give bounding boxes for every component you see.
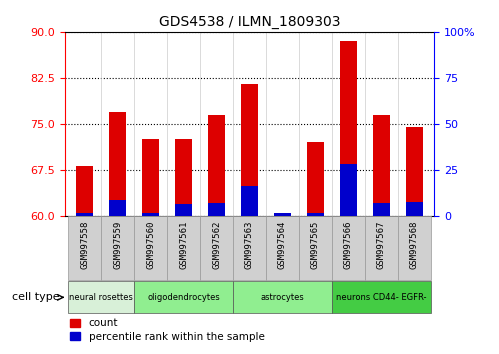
Text: GSM997560: GSM997560 (146, 221, 155, 269)
Bar (101, 216, 134, 280)
Text: GSM997559: GSM997559 (113, 221, 122, 269)
Legend: count, percentile rank within the sample: count, percentile rank within the sample (70, 319, 264, 342)
Bar (373, 115, 390, 216)
Bar (134, 216, 167, 280)
Bar (266, 216, 299, 280)
Bar (167, 216, 200, 280)
Bar (208, 115, 225, 216)
Bar (332, 281, 431, 313)
Text: GSM997561: GSM997561 (179, 221, 188, 269)
Text: oligodendrocytes: oligodendrocytes (147, 293, 220, 302)
Bar (208, 203, 225, 216)
Text: GSM997562: GSM997562 (212, 221, 221, 269)
Bar (134, 281, 233, 313)
Bar (373, 203, 390, 216)
Bar (340, 164, 357, 216)
Bar (307, 142, 324, 216)
Bar (142, 139, 159, 216)
Bar (233, 216, 266, 280)
Bar (398, 216, 431, 280)
Bar (76, 166, 93, 216)
Bar (241, 187, 258, 216)
Bar (307, 213, 324, 216)
Text: GSM997564: GSM997564 (278, 221, 287, 269)
Text: GSM997558: GSM997558 (80, 221, 89, 269)
Bar (68, 281, 134, 313)
Bar (406, 127, 423, 216)
Bar (233, 281, 332, 313)
Bar (175, 204, 192, 216)
Title: GDS4538 / ILMN_1809303: GDS4538 / ILMN_1809303 (159, 16, 340, 29)
Bar (332, 216, 365, 280)
Text: GSM997566: GSM997566 (344, 221, 353, 269)
Bar (109, 112, 126, 216)
Bar (274, 213, 291, 216)
Text: neurons CD44- EGFR-: neurons CD44- EGFR- (336, 293, 427, 302)
Text: GSM997563: GSM997563 (245, 221, 254, 269)
Bar (241, 84, 258, 216)
Bar (142, 213, 159, 216)
Text: GSM997567: GSM997567 (377, 221, 386, 269)
Bar (200, 216, 233, 280)
Bar (340, 41, 357, 216)
Bar (365, 216, 398, 280)
Text: GSM997568: GSM997568 (410, 221, 419, 269)
Bar (299, 216, 332, 280)
Bar (76, 213, 93, 216)
Text: GSM997565: GSM997565 (311, 221, 320, 269)
Bar (68, 216, 101, 280)
Bar (406, 202, 423, 216)
Text: neural rosettes: neural rosettes (69, 293, 133, 302)
Bar (175, 139, 192, 216)
Text: cell type: cell type (12, 292, 60, 302)
Bar (109, 200, 126, 216)
Bar (274, 213, 291, 216)
Text: astrocytes: astrocytes (260, 293, 304, 302)
